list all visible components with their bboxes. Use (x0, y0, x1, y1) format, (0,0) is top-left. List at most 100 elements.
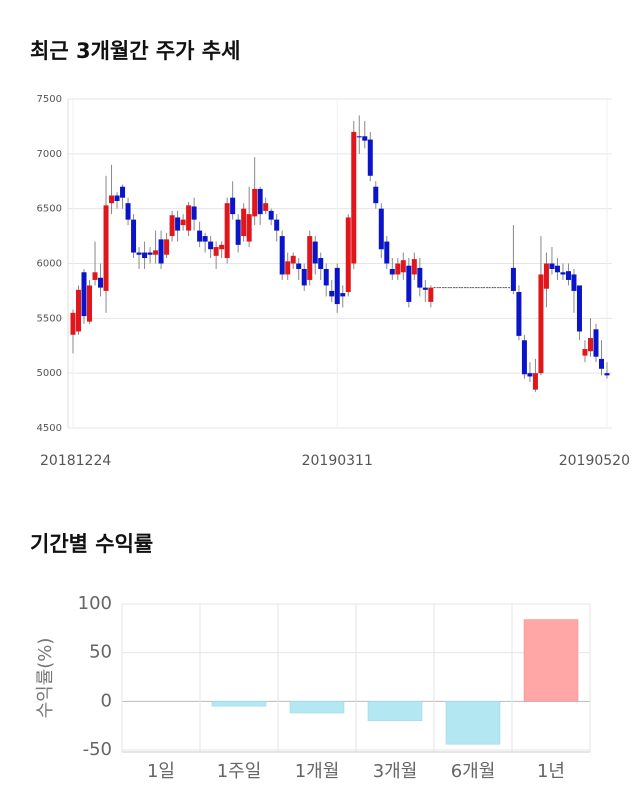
candle-body (213, 247, 219, 256)
candle-body (345, 217, 351, 293)
candle-body (296, 263, 302, 269)
candle-body (246, 214, 252, 242)
candle-body (164, 239, 170, 255)
candle-body (576, 285, 582, 332)
candle-body (158, 239, 164, 264)
candle-body (395, 263, 401, 275)
candle-body (373, 186, 379, 204)
candle-body (114, 195, 120, 201)
candle-body (510, 267, 516, 291)
candle-body (428, 287, 434, 302)
candle-body (125, 203, 131, 220)
candle-body (406, 265, 412, 302)
candle-body (400, 260, 406, 273)
candle-body (538, 274, 544, 374)
x-tick-label: 6개월 (451, 761, 496, 782)
candle-body (81, 272, 87, 317)
candle-body (186, 205, 192, 231)
candle-body (252, 188, 258, 217)
candle-body (230, 197, 236, 215)
candle-body (378, 208, 384, 250)
candle-body (219, 244, 225, 250)
candle-body (136, 252, 142, 255)
candle-body (532, 373, 538, 390)
candle-body (543, 263, 549, 289)
candle-body (109, 195, 115, 204)
candle-body (417, 267, 423, 288)
candle-body (235, 219, 241, 245)
candle-body (554, 265, 560, 273)
candle-body (549, 263, 555, 269)
candle-body (384, 241, 390, 264)
candle-body (274, 219, 280, 231)
candle-body (103, 205, 109, 291)
candle-body (560, 272, 566, 275)
candle-body (147, 252, 153, 255)
candle-body (362, 136, 368, 141)
candle-body (263, 203, 269, 211)
candle-body (516, 292, 522, 336)
candle-body (224, 203, 230, 259)
candle-body (604, 373, 610, 376)
candle-body (571, 274, 577, 291)
candle-body (241, 208, 247, 237)
candle-body (268, 210, 274, 220)
y-tick-label: 4500 (37, 423, 62, 434)
candle-body (323, 268, 329, 286)
x-tick-label: 3개월 (373, 761, 418, 782)
candle-body (598, 358, 604, 369)
candle-body (351, 131, 357, 264)
y-tick-label: 6500 (37, 204, 62, 215)
candle-body (593, 329, 599, 357)
candle-body (582, 349, 588, 356)
candle-body (70, 312, 76, 335)
candle-body (131, 219, 137, 253)
x-tick-label: 1주일 (217, 761, 262, 782)
candle-body (76, 289, 82, 332)
candle-body (142, 252, 148, 259)
candle-body (329, 290, 335, 297)
x-tick-label: 1개월 (295, 761, 340, 782)
candle-body (527, 373, 533, 377)
candle-body (202, 236, 208, 242)
candle-body (565, 271, 571, 280)
candle-body (197, 230, 203, 242)
candle-body (411, 259, 417, 275)
y-tick-label: 7500 (37, 94, 62, 105)
y-tick-label: -50 (83, 739, 112, 760)
bar (445, 701, 501, 745)
x-tick-label: 20181224 (40, 453, 111, 469)
y-tick-label: 5500 (37, 313, 62, 324)
candle-body (290, 255, 296, 264)
y-tick-label: 7000 (37, 149, 62, 160)
candle-body (422, 287, 428, 290)
candle-body (367, 139, 373, 176)
candle-body (191, 206, 197, 220)
candle-body (521, 340, 527, 375)
y-tick-label: 6000 (37, 259, 62, 270)
candle-body (208, 241, 214, 250)
y-tick-label: 0 (101, 690, 112, 711)
candle-body (92, 272, 98, 280)
candle-body (587, 338, 593, 352)
candle-body (98, 277, 104, 288)
candle-body (334, 267, 340, 305)
y-tick-label: 50 (89, 642, 112, 663)
candle-body (175, 217, 181, 231)
chart-title: 기간별 수익률 (30, 532, 153, 556)
bar (367, 701, 423, 722)
bar (523, 619, 579, 702)
candle-body (301, 268, 307, 286)
bar (289, 701, 345, 714)
candle-body (340, 293, 346, 297)
candle-body (307, 236, 313, 280)
candle-body (356, 136, 362, 138)
y-axis-label: 수익률(%) (35, 638, 56, 719)
x-tick-label: 20190520 (559, 453, 630, 469)
candle-body (180, 219, 186, 226)
candle-body (312, 241, 318, 264)
bar (211, 701, 267, 707)
candle-body (153, 250, 159, 255)
candle-body (169, 215, 175, 237)
